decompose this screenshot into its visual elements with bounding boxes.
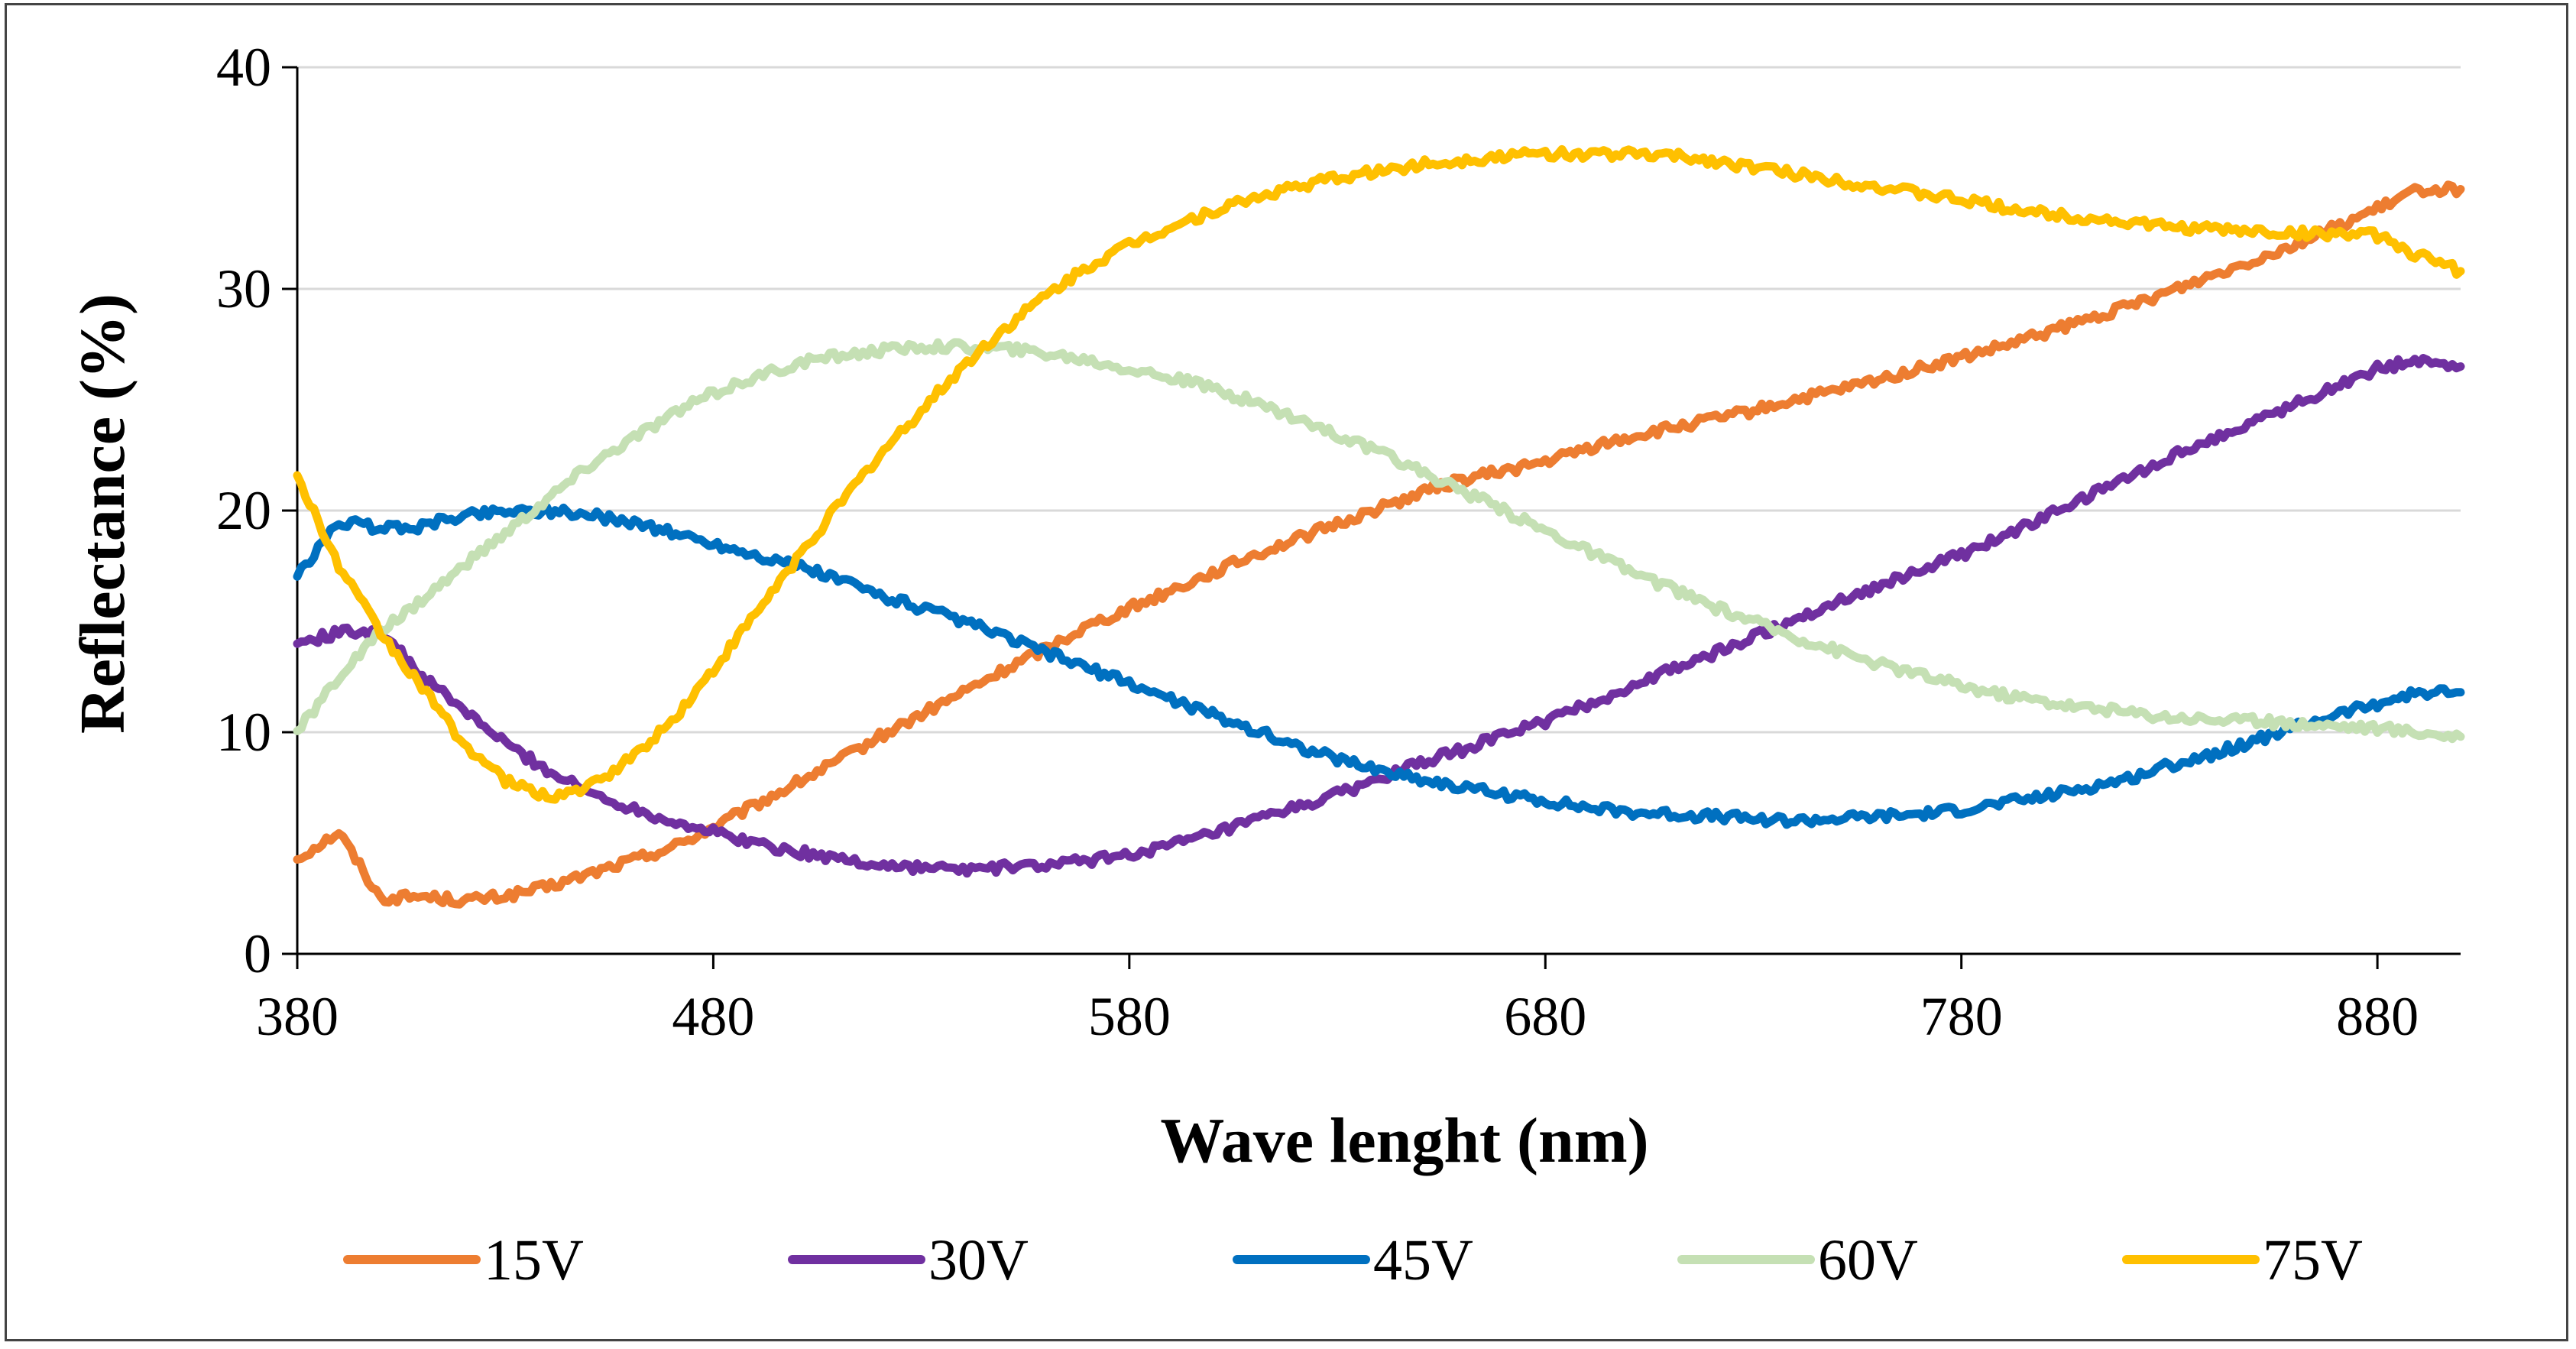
y-axis-title: Reflectance (%)	[67, 293, 138, 734]
legend-label-75v: 75V	[2263, 1228, 2363, 1292]
series-line-15v	[293, 180, 2465, 909]
x-tick-label: 480	[672, 986, 754, 1047]
series-line-60v	[293, 338, 2465, 744]
y-tick-label: 10	[216, 702, 271, 763]
series-line-45v	[293, 503, 2465, 829]
x-tick-label: 580	[1088, 986, 1171, 1047]
legend-label-60v: 60V	[1818, 1228, 1918, 1292]
axes: 0 10 20 30 40 380 480 580 680 780 880	[216, 37, 2461, 1047]
y-tick-label: 30	[216, 258, 271, 319]
x-tick-label: 880	[2336, 986, 2419, 1047]
legend-label-15v: 15V	[484, 1228, 584, 1292]
y-tick-label: 40	[216, 37, 271, 98]
x-tick-label: 680	[1504, 986, 1586, 1047]
chart-frame	[5, 3, 2568, 1341]
legend-label-45v: 45V	[1373, 1228, 1473, 1292]
y-tick-label: 0	[244, 923, 271, 984]
y-tick-label: 20	[216, 480, 271, 541]
series-line-30v	[293, 354, 2465, 878]
x-axis-title: Wave lenght (nm)	[1160, 1105, 1648, 1176]
legend-label-30v: 30V	[928, 1228, 1029, 1292]
series-line-75v	[293, 144, 2465, 804]
series-lines	[293, 144, 2465, 909]
legend: 15V 30V 45V 60V 75V	[343, 1228, 2363, 1292]
x-tick-label: 380	[256, 986, 339, 1047]
x-tick-label: 780	[1920, 986, 2003, 1047]
